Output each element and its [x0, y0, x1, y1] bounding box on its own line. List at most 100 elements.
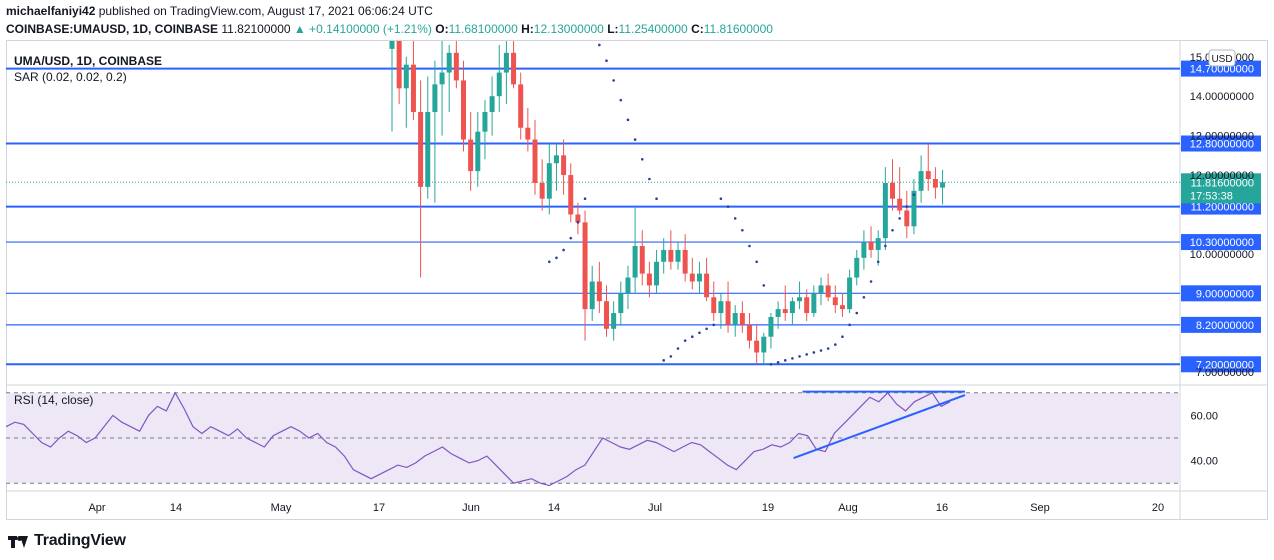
rsi-legend: RSI (14, close) [14, 393, 93, 407]
sar-dot [598, 43, 601, 47]
sar-dot [619, 98, 623, 102]
candle-body [675, 249, 681, 262]
last-price: 11.82100000 [221, 22, 291, 36]
candle-body [446, 52, 452, 73]
candle-body [739, 313, 745, 325]
sar-dot [791, 357, 794, 360]
sar-dot [683, 339, 687, 342]
candle-body [475, 131, 481, 172]
sar-dot [912, 193, 916, 197]
time-axis-tick: Sep [1030, 502, 1050, 514]
candle-body [418, 111, 424, 187]
sar-dot [576, 221, 580, 224]
candle-body [854, 257, 860, 278]
sar-dot [876, 260, 880, 264]
candle-body [439, 72, 445, 85]
price-axis-tick: 12.00000000 [1190, 170, 1254, 182]
bar-countdown: 17:53:38 [1190, 190, 1233, 202]
sar-dot [733, 217, 737, 220]
level-price-tag [1181, 285, 1261, 302]
candle-body [589, 281, 595, 310]
candle-body [546, 163, 552, 199]
low-label: L: [607, 22, 619, 36]
candle-body [632, 246, 638, 278]
sar-dot [748, 244, 751, 248]
sar-dot [548, 260, 551, 264]
close-value: 11.81600000 [703, 22, 773, 36]
sar-dot [612, 79, 615, 82]
sar-dot [898, 217, 901, 220]
sar-dot [691, 335, 694, 338]
time-axis-tick: 19 [762, 502, 774, 514]
candle-body [911, 190, 917, 227]
sar-dot [762, 284, 766, 287]
level-price-label: 12.80000000 [1190, 139, 1254, 151]
candle-body [654, 261, 660, 286]
sar-dot [640, 157, 644, 161]
candle-body [797, 297, 803, 302]
candle-body [611, 313, 617, 329]
currency-badge[interactable] [1208, 49, 1236, 67]
candle-body [768, 316, 774, 337]
sar-legend: SAR (0.02, 0.02, 0.2) [14, 70, 127, 84]
price-axis-tick: 12.00000000 [1190, 131, 1254, 143]
sar-dot [812, 351, 816, 354]
candle-body [875, 238, 881, 250]
chart-frame [6, 40, 1268, 520]
sar-dot [655, 197, 658, 201]
candle-body [782, 309, 788, 314]
candle-body [432, 84, 438, 112]
sar-dot [755, 260, 758, 264]
time-axis-tick: 14 [170, 502, 182, 514]
sar-dot [905, 205, 909, 208]
rsi-axis-tick: 60.00 [1190, 410, 1218, 422]
sar-dot [891, 228, 894, 232]
candle-body [575, 214, 581, 223]
sar-dot [626, 118, 630, 122]
candle-body [661, 249, 667, 262]
currency-label: USD [1211, 54, 1232, 65]
candle-body [704, 273, 710, 298]
candle-body [711, 297, 717, 314]
candle-body [718, 301, 724, 314]
time-axis-tick: Aug [838, 502, 858, 514]
sar-dot [726, 205, 730, 208]
level-price-label: 7.20000000 [1196, 359, 1254, 371]
sar-dot [633, 138, 637, 141]
sar-dot [783, 359, 787, 362]
candle-body [818, 285, 824, 294]
candle-body [532, 139, 538, 183]
candle-body [890, 182, 895, 199]
candle-body [553, 155, 559, 164]
level-price-label: 14.70000000 [1190, 64, 1254, 76]
rsi-line [5, 391, 951, 487]
sar-dot [662, 359, 665, 362]
sar-dot [648, 177, 651, 181]
candle-body [646, 273, 652, 286]
current-price-tag [1181, 173, 1261, 204]
candle-body [882, 182, 888, 239]
sar-dot [826, 347, 830, 350]
candle-body [518, 84, 524, 128]
time-axis-tick: 20 [1152, 502, 1164, 514]
change-arrow-icon: ▲ [293, 22, 306, 36]
candle-body [861, 242, 867, 258]
publish-timestamp: published on TradingView.com, August 17,… [98, 4, 433, 18]
sar-dot [741, 228, 744, 232]
rsi-trendline [793, 394, 966, 460]
candle-body [396, 41, 402, 89]
publish-info: michaelfaniyi42 published on TradingView… [6, 4, 433, 18]
sar-dot [555, 256, 558, 260]
candle-body [925, 171, 931, 179]
candle-body [639, 246, 645, 274]
sar-dot [776, 361, 780, 364]
candle-body [511, 52, 517, 85]
time-axis-tick: May [271, 502, 292, 514]
candle-body [539, 182, 545, 199]
level-price-tag [1181, 356, 1261, 373]
level-price-tag [1181, 60, 1261, 77]
candle-body [496, 72, 502, 97]
sar-dot [583, 197, 587, 201]
sar-dot [562, 248, 565, 252]
